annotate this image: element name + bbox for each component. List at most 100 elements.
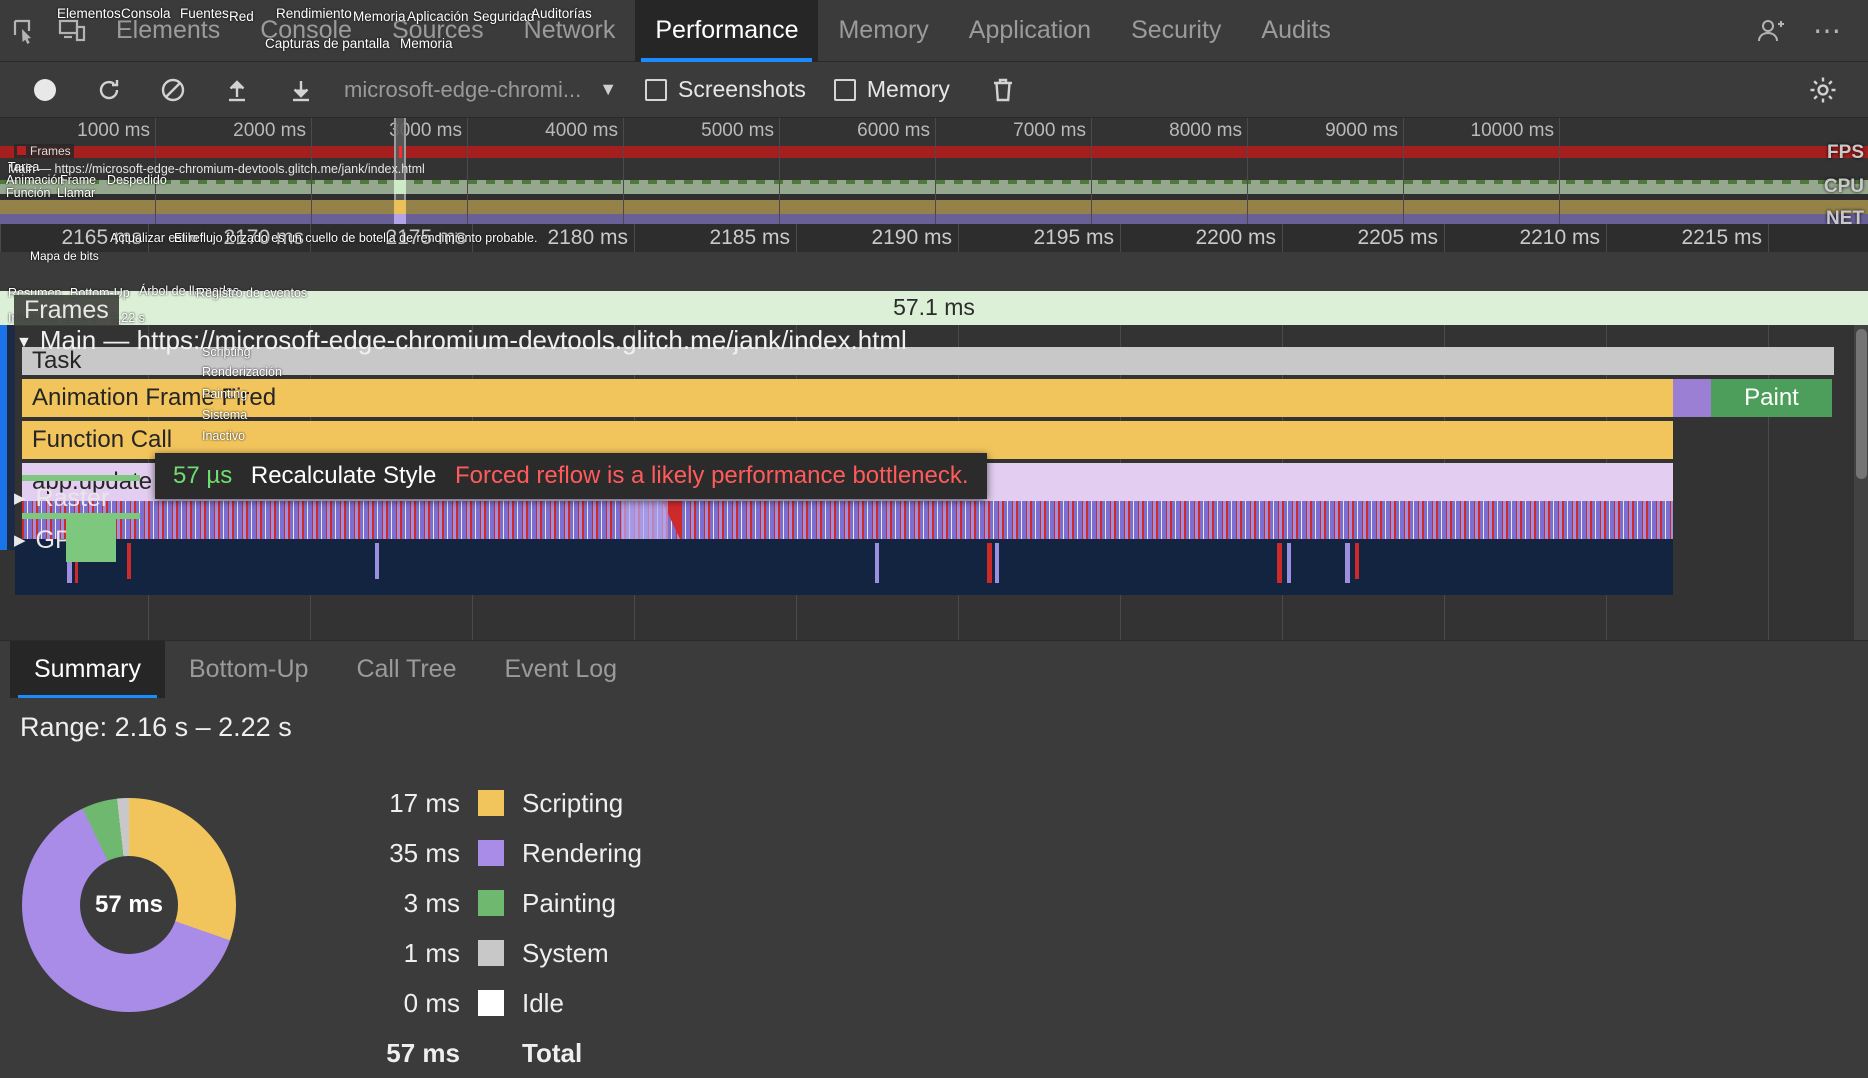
flame-chart-title[interactable]: ▼ Main — https://microsoft-edge-chromium-… — [16, 325, 907, 356]
translation-overlay-text: Aplicación — [407, 9, 469, 24]
translation-overlay-text: Actualizar estilo — [110, 231, 198, 245]
device-toolbar-icon[interactable] — [48, 9, 96, 53]
overview-scripting-band — [0, 200, 1868, 214]
flame-bar-label: Paint — [1744, 384, 1799, 411]
overview-selection-window[interactable] — [394, 118, 406, 224]
track-group-label: Raster — [35, 483, 110, 512]
tab-label: Elements — [116, 16, 221, 44]
raster-track-bar-bottom — [22, 513, 140, 519]
tab-audits[interactable]: Audits — [1241, 0, 1350, 62]
flame-bar-rendering-slice[interactable] — [1673, 379, 1711, 417]
record-icon[interactable] — [16, 68, 74, 112]
legend-swatch — [478, 840, 504, 866]
screenshots-checkbox[interactable]: Screenshots — [645, 76, 806, 103]
tab-application[interactable]: Application — [949, 0, 1111, 62]
overview-tick-label: 9000 ms — [1325, 120, 1398, 141]
trash-icon[interactable] — [974, 68, 1032, 112]
scrollbar-thumb[interactable] — [1856, 329, 1867, 479]
tab-label: Network — [523, 16, 616, 44]
overview-tick-label: 4000 ms — [545, 120, 618, 141]
detail-timeline-ruler[interactable]: 2165 ms 2170 ms 2175 ms 2180 ms 2185 ms … — [0, 224, 1868, 252]
tab-bottom-up[interactable]: Bottom-Up — [165, 641, 332, 699]
tab-event-log[interactable]: Event Log — [481, 641, 642, 699]
collapse-triangle-icon[interactable]: ▼ — [16, 334, 32, 351]
flame-bar-animation-frame-fired[interactable]: Animation Frame Fired — [22, 379, 1673, 417]
overview-tick-label: 2000 ms — [233, 120, 306, 141]
ruler-tick-label: 2200 ms — [1195, 226, 1276, 249]
flame-bar-children-dense[interactable] — [22, 501, 1673, 539]
overview-cpu-band — [0, 180, 1868, 194]
tabbar-actions: ⋯ — [1746, 9, 1868, 53]
tooltip-duration: 57 µs — [173, 462, 233, 489]
memory-checkbox[interactable]: Memory — [833, 76, 950, 103]
gpu-track-swatch — [66, 518, 116, 562]
tab-performance[interactable]: Performance — [635, 0, 819, 62]
tab-elements[interactable]: Elements — [96, 0, 240, 62]
legend-swatch — [478, 790, 504, 816]
legend-total-row: 57 ms Total — [370, 1028, 642, 1078]
tab-memory[interactable]: Memory — [818, 0, 948, 62]
translation-overlay-text: Función — [6, 186, 51, 200]
ruler-tick-label: 2195 ms — [1033, 226, 1114, 249]
legend-row: 3 ms Painting — [370, 878, 642, 928]
summary-legend: 17 ms Scripting 35 ms Rendering 3 ms Painting… — [370, 778, 642, 1078]
clear-icon[interactable] — [144, 68, 202, 112]
gear-icon[interactable] — [1794, 68, 1852, 112]
tab-label: Summary — [34, 655, 141, 683]
tab-sources[interactable]: Sources — [372, 0, 504, 62]
chevron-down-icon[interactable]: ▼ — [599, 79, 618, 99]
frames-track-label: Frames — [14, 295, 119, 326]
legend-row: 35 ms Rendering — [370, 828, 642, 878]
frames-track[interactable]: 57.1 ms — [0, 291, 1868, 325]
more-options-icon[interactable]: ⋯ — [1813, 15, 1841, 46]
translation-overlay-text: Llamar — [57, 186, 96, 200]
translation-overlay-text: Consola — [121, 6, 171, 21]
flame-bar-task[interactable]: Task — [22, 347, 1834, 375]
ruler-tick-label: 2165 ms — [61, 226, 142, 249]
translation-overlay-text: Despedido — [107, 173, 167, 187]
tab-summary[interactable]: Summary — [10, 640, 165, 699]
flame-title-text: Main — https://microsoft-edge-chromium-d… — [39, 325, 907, 355]
overview-tick-label: 6000 ms — [857, 120, 930, 141]
translation-overlay-text: Capturas de pantalla — [265, 36, 390, 51]
load-profile-icon[interactable] — [208, 68, 266, 112]
main-flame-chart[interactable]: ▼ Main — https://microsoft-edge-chromium-… — [0, 325, 1868, 640]
tab-call-tree[interactable]: Call Tree — [332, 641, 480, 699]
legend-row: 0 ms Idle — [370, 978, 642, 1028]
flame-scrollbar[interactable] — [1854, 325, 1868, 640]
reload-record-icon[interactable] — [80, 68, 138, 112]
translation-overlay-text: Red — [229, 9, 254, 24]
ruler-tick-label: 2175 ms — [385, 226, 466, 249]
translation-overlay-text: Sistema — [202, 408, 248, 422]
tab-console[interactable]: Console — [240, 0, 372, 62]
overview-selection-scripting — [394, 200, 406, 214]
timeline-overview[interactable]: 1000 ms 2000 ms 3000 ms 4000 ms 5000 ms … — [0, 118, 1868, 224]
overview-cpu-label: CPU — [1823, 176, 1864, 197]
expand-triangle-icon[interactable]: ▶ — [14, 490, 26, 507]
ruler-tick-label: 2180 ms — [547, 226, 628, 249]
inspect-element-icon[interactable] — [0, 9, 48, 53]
overview-tick-label: 10000 ms — [1470, 120, 1554, 141]
overview-selection-cpu — [394, 180, 406, 194]
translation-overlay-text: Fuentes — [180, 6, 229, 21]
flame-bar-label: app.update — [32, 468, 153, 495]
legend-swatch — [478, 990, 504, 1016]
flame-bar-paint[interactable]: Paint — [1711, 379, 1832, 417]
expand-triangle-icon[interactable]: ▶ — [14, 532, 26, 549]
flame-idle-band[interactable] — [15, 539, 1673, 595]
legend-swatch — [478, 940, 504, 966]
checkbox-box — [645, 78, 668, 101]
selection-left-edge[interactable] — [0, 325, 7, 550]
flame-bar-function-call[interactable]: Function Call — [22, 421, 1673, 459]
target-select[interactable]: microsoft-edge-chromi... — [344, 76, 582, 102]
tab-label: Event Log — [504, 655, 618, 683]
track-group-gpu[interactable]: ▶ GPU — [0, 519, 1868, 561]
save-profile-icon[interactable] — [272, 68, 330, 112]
tab-security[interactable]: Security — [1111, 0, 1241, 62]
track-group-raster[interactable]: ▶ Raster — [0, 477, 1868, 519]
frame-duration-label: 57.1 ms — [893, 294, 975, 320]
account-icon[interactable] — [1746, 9, 1796, 53]
tab-network[interactable]: Network — [504, 0, 636, 62]
overview-tick-label: 5000 ms — [701, 120, 774, 141]
overview-tick-label: 1000 ms — [77, 120, 150, 141]
